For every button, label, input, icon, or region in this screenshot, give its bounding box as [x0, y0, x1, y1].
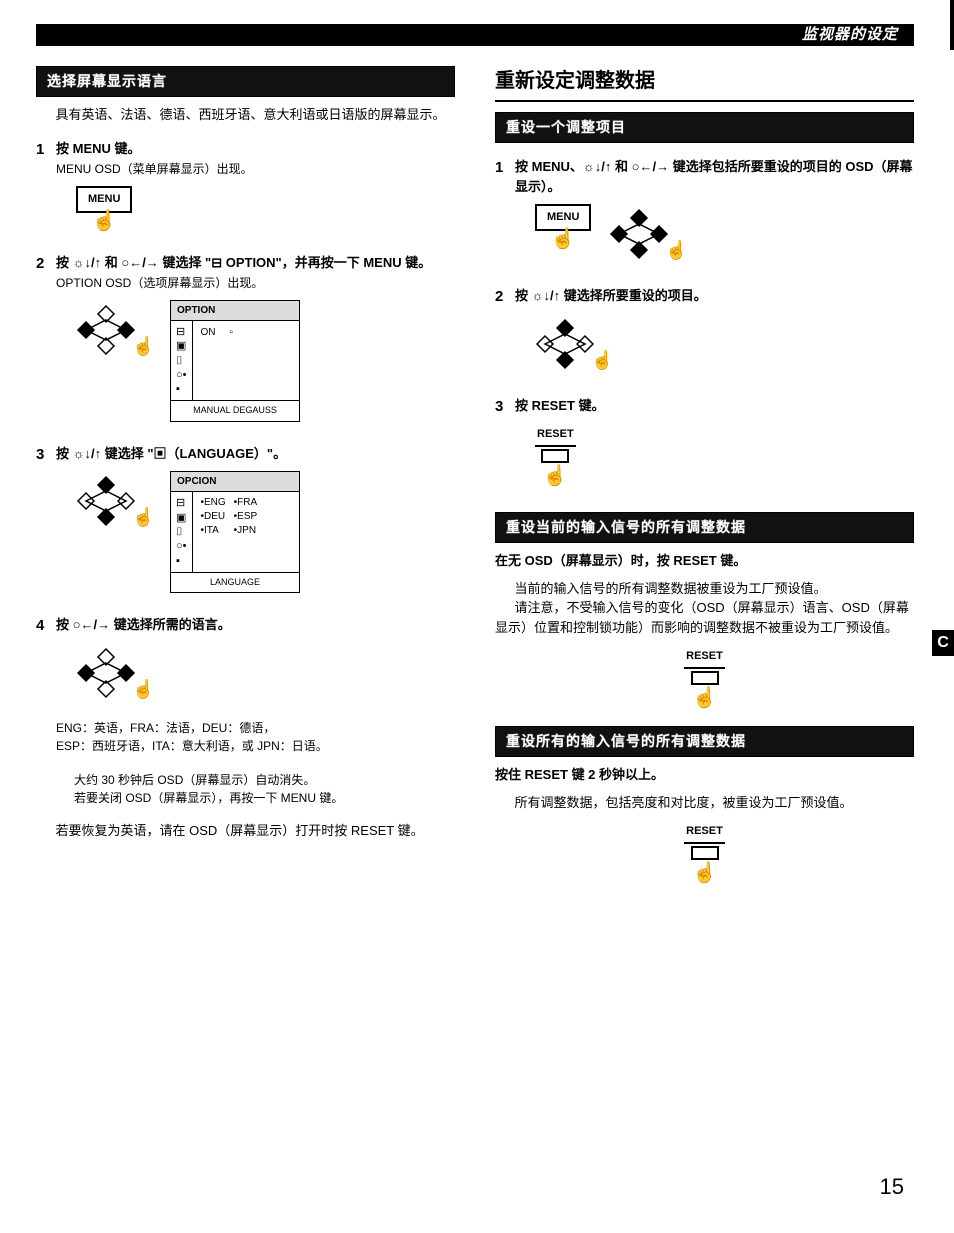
lang-fra: •FRA: [234, 497, 258, 508]
osd-main-area: ON ▫: [193, 321, 300, 400]
left-note-2: 若要关闭 OSD（屏幕显示），再按一下 MENU 键。: [56, 789, 455, 807]
osd-icon-column: ⊟▣⌷○•▪: [171, 492, 193, 571]
left-section-heading: 选择屏幕显示语言: [36, 66, 455, 97]
step-number: 1: [36, 139, 56, 239]
hand-icon: ☝: [535, 229, 591, 249]
reset-button-figure: RESET ☝: [684, 645, 725, 708]
dpad-figure: ☝: [76, 471, 152, 531]
right-section-a-heading: 重设一个调整项目: [495, 112, 914, 143]
left-column: 选择屏幕显示语言 具有英语、法语、德语、西班牙语、意大利语或日语版的屏幕显示。 …: [36, 66, 455, 891]
option-osd-figure: OPTION ⊟▣⌷○•▪ ON ▫ MANUAL DEGAUSS: [170, 300, 300, 422]
osd-icon-column: ⊟▣⌷○•▪: [171, 321, 193, 400]
step-1-title: 按 MENU 键。: [56, 139, 455, 159]
lang-jpn: •JPN: [234, 525, 256, 536]
hand-icon: ☝: [684, 688, 725, 708]
c-p1: 所有调整数据，包括亮度和对比度，被重设为工厂预设值。: [495, 793, 914, 813]
hand-icon: ☝: [535, 466, 576, 486]
hand-icon: ☝: [76, 211, 132, 231]
dpad-figure: ☝: [535, 314, 611, 374]
step-number: 4: [36, 615, 56, 711]
opcion-osd-figure: OPCION ⊟▣⌷○•▪ •ENG •DEU •ITA: [170, 471, 300, 593]
svg-text:☝: ☝: [132, 506, 152, 528]
right-section-b-heading: 重设当前的输入信号的所有调整数据: [495, 512, 914, 543]
b-p2: 请注意，不受输入信号的变化（OSD（屏幕显示）语言、OSD（屏幕显示）位置和控制…: [495, 598, 914, 637]
osd-footer: MANUAL DEGAUSS: [171, 400, 299, 421]
right-a-step-2: 2 按 ☼↓/↑ 键选择所要重设的项目。 ☝: [495, 286, 914, 382]
menu-button-label: MENU: [76, 186, 132, 213]
left-note-1: 大约 30 秒钟后 OSD（屏幕显示）自动消失。: [56, 771, 455, 789]
left-note-3: 若要恢复为英语，请在 OSD（屏幕显示）打开时按 RESET 键。: [36, 821, 455, 841]
step-number: 3: [495, 396, 515, 495]
lang-ita: •ITA: [201, 525, 219, 536]
step-number: 1: [495, 157, 515, 272]
step-2-sub: OPTION OSD（选项屏幕显示）出现。: [56, 274, 455, 292]
side-tab: C: [932, 630, 954, 656]
step-number: 2: [36, 253, 56, 430]
a3-title: 按 RESET 键。: [515, 396, 914, 416]
page-number: 15: [880, 1170, 904, 1203]
osd-footer: LANGUAGE: [171, 572, 299, 593]
step-4-title: 按 ○←/→ 键选择所需的语言。: [56, 615, 455, 635]
osd-title: OPTION: [171, 301, 299, 321]
left-intro: 具有英语、法语、德语、西班牙语、意大利语或日语版的屏幕显示。: [36, 105, 455, 125]
reset-button-figure: RESET ☝: [535, 423, 576, 486]
step-number: 3: [36, 444, 56, 601]
page-edge-mark: [950, 0, 954, 50]
menu-button-figure: MENU ☝: [76, 186, 132, 231]
b-p1: 当前的输入信号的所有调整数据被重设为工厂预设值。: [495, 579, 914, 599]
right-column: 重新设定调整数据 重设一个调整项目 1 按 MENU、☼↓/↑ 和 ○←/→ 键…: [495, 66, 914, 891]
left-step-3: 3 按 ☼↓/↑ 键选择 "▣（LANGUAGE）"。: [36, 444, 455, 601]
dpad-figure: ☝: [76, 643, 152, 703]
reset-button-label: RESET: [684, 823, 725, 844]
right-section-c-heading: 重设所有的输入信号的所有调整数据: [495, 726, 914, 757]
menu-button-label: MENU: [535, 204, 591, 231]
lang-legend-2: ESP：西班牙语，ITA：意大利语，或 JPN：日语。: [56, 737, 455, 755]
svg-text:☝: ☝: [132, 678, 152, 700]
language-list: •ENG •DEU •ITA •FRA •ESP •JPN: [201, 496, 292, 538]
step-1-sub: MENU OSD（菜单屏幕显示）出现。: [56, 160, 455, 178]
step-3-title: 按 ☼↓/↑ 键选择 "▣（LANGUAGE）"。: [56, 444, 455, 464]
osd-on-text: ON: [201, 327, 216, 338]
a2-title: 按 ☼↓/↑ 键选择所要重设的项目。: [515, 286, 914, 306]
lang-esp: •ESP: [234, 511, 258, 522]
lang-legend-1: ENG：英语，FRA：法语，DEU：德语，: [56, 719, 455, 737]
step-number: 2: [495, 286, 515, 382]
left-step-1: 1 按 MENU 键。 MENU OSD（菜单屏幕显示）出现。 MENU ☝: [36, 139, 455, 239]
c-lead: 按住 RESET 键 2 秒钟以上。: [495, 765, 914, 785]
menu-button-figure: MENU ☝: [535, 204, 591, 249]
osd-title: OPCION: [171, 472, 299, 492]
hand-icon: ☝: [684, 863, 725, 883]
a1-title: 按 MENU、☼↓/↑ 和 ○←/→ 键选择包括所要重设的项目的 OSD（屏幕显…: [515, 157, 914, 196]
b-lead: 在无 OSD（屏幕显示）时，按 RESET 键。: [495, 551, 914, 571]
content-columns: 选择屏幕显示语言 具有英语、法语、德语、西班牙语、意大利语或日语版的屏幕显示。 …: [36, 66, 914, 891]
right-a-step-1: 1 按 MENU、☼↓/↑ 和 ○←/→ 键选择包括所要重设的项目的 OSD（屏…: [495, 157, 914, 272]
reset-button-label: RESET: [535, 426, 576, 447]
header-bar: 监视器的设定: [36, 24, 914, 46]
svg-text:☝: ☝: [665, 239, 685, 261]
reset-button-figure: RESET ☝: [684, 820, 725, 883]
reset-button-label: RESET: [684, 648, 725, 669]
svg-text:☝: ☝: [132, 335, 152, 357]
svg-text:☝: ☝: [591, 349, 611, 371]
left-step-2: 2 按 ☼↓/↑ 和 ○←/→ 键选择 "⊟ OPTION"，并再按一下 MEN…: [36, 253, 455, 430]
lang-eng: •ENG: [201, 497, 226, 508]
left-step-4: 4 按 ○←/→ 键选择所需的语言。 ☝: [36, 615, 455, 711]
header-title: 监视器的设定: [802, 24, 898, 47]
right-a-step-3: 3 按 RESET 键。 RESET ☝: [495, 396, 914, 495]
dpad-figure: ☝: [609, 204, 685, 264]
step-2-title: 按 ☼↓/↑ 和 ○←/→ 键选择 "⊟ OPTION"，并再按一下 MENU …: [56, 253, 455, 273]
dpad-figure: ☝: [76, 300, 152, 360]
lang-deu: •DEU: [201, 511, 226, 522]
right-main-title: 重新设定调整数据: [495, 66, 914, 102]
